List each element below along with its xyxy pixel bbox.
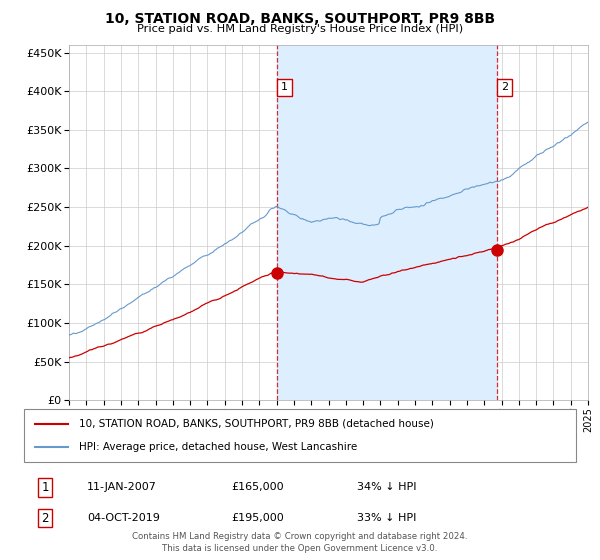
Text: 33% ↓ HPI: 33% ↓ HPI bbox=[357, 513, 416, 523]
Text: 10, STATION ROAD, BANKS, SOUTHPORT, PR9 8BB: 10, STATION ROAD, BANKS, SOUTHPORT, PR9 … bbox=[105, 12, 495, 26]
Text: 10, STATION ROAD, BANKS, SOUTHPORT, PR9 8BB (detached house): 10, STATION ROAD, BANKS, SOUTHPORT, PR9 … bbox=[79, 419, 434, 429]
Bar bbox=[277, 45, 497, 400]
Text: Contains HM Land Registry data © Crown copyright and database right 2024.
This d: Contains HM Land Registry data © Crown c… bbox=[132, 533, 468, 553]
FancyBboxPatch shape bbox=[24, 409, 576, 462]
Text: 2: 2 bbox=[500, 82, 508, 92]
Text: HPI: Average price, detached house, West Lancashire: HPI: Average price, detached house, West… bbox=[79, 442, 358, 452]
Text: 11-JAN-2007: 11-JAN-2007 bbox=[87, 482, 157, 492]
Text: 34% ↓ HPI: 34% ↓ HPI bbox=[357, 482, 416, 492]
Text: £195,000: £195,000 bbox=[231, 513, 284, 523]
Text: 1: 1 bbox=[281, 82, 288, 92]
Text: £165,000: £165,000 bbox=[231, 482, 284, 492]
Text: 04-OCT-2019: 04-OCT-2019 bbox=[87, 513, 160, 523]
Text: Price paid vs. HM Land Registry's House Price Index (HPI): Price paid vs. HM Land Registry's House … bbox=[137, 24, 463, 34]
Text: 1: 1 bbox=[41, 480, 49, 494]
Text: 2: 2 bbox=[41, 511, 49, 525]
